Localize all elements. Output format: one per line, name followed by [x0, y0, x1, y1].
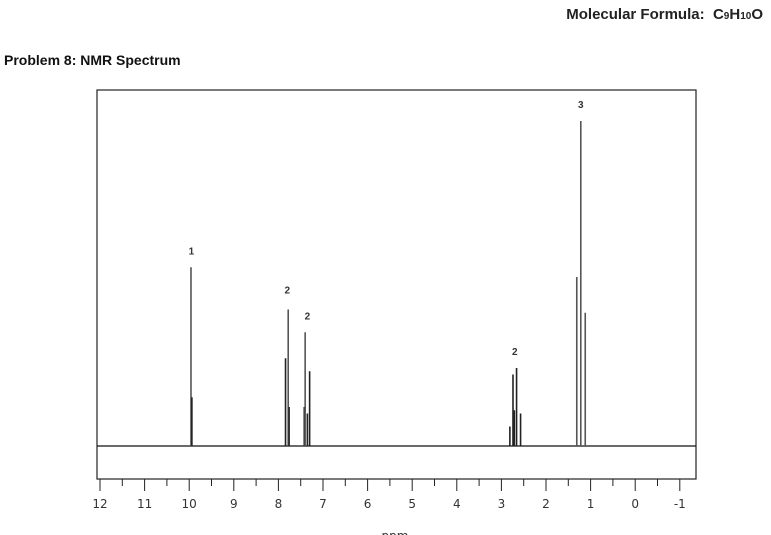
integration-label: 2 [285, 285, 291, 296]
x-tick-label: 0 [631, 497, 639, 511]
integration-label: 1 [189, 246, 195, 257]
x-tick-label: 9 [230, 497, 238, 511]
x-tick-label: 2 [542, 497, 550, 511]
problem-title: Problem 8: NMR Spectrum [4, 52, 181, 68]
integration-label: 3 [578, 100, 584, 111]
x-tick-label: 8 [275, 497, 283, 511]
x-tick-label: 7 [319, 497, 327, 511]
plot-frame [96, 89, 697, 480]
molecular-formula: Molecular Formula: C9H10O [566, 6, 763, 23]
x-tick-label: 3 [498, 497, 506, 511]
x-tick-label: -1 [674, 497, 686, 511]
formula-value: C9H10O [712, 6, 763, 23]
integration-label: 2 [305, 311, 311, 322]
x-tick-label: 11 [137, 497, 152, 511]
x-tick-label: 10 [182, 497, 197, 511]
integration-label: 2 [512, 347, 518, 358]
x-tick-label: 4 [453, 497, 461, 511]
x-tick-label: 6 [364, 497, 372, 511]
formula-label: Molecular Formula: [566, 6, 705, 23]
x-tick-label: 12 [92, 497, 107, 511]
x-tick-label: 5 [408, 497, 416, 511]
x-axis-label: ppm [382, 529, 409, 535]
x-tick-label: 1 [587, 497, 595, 511]
